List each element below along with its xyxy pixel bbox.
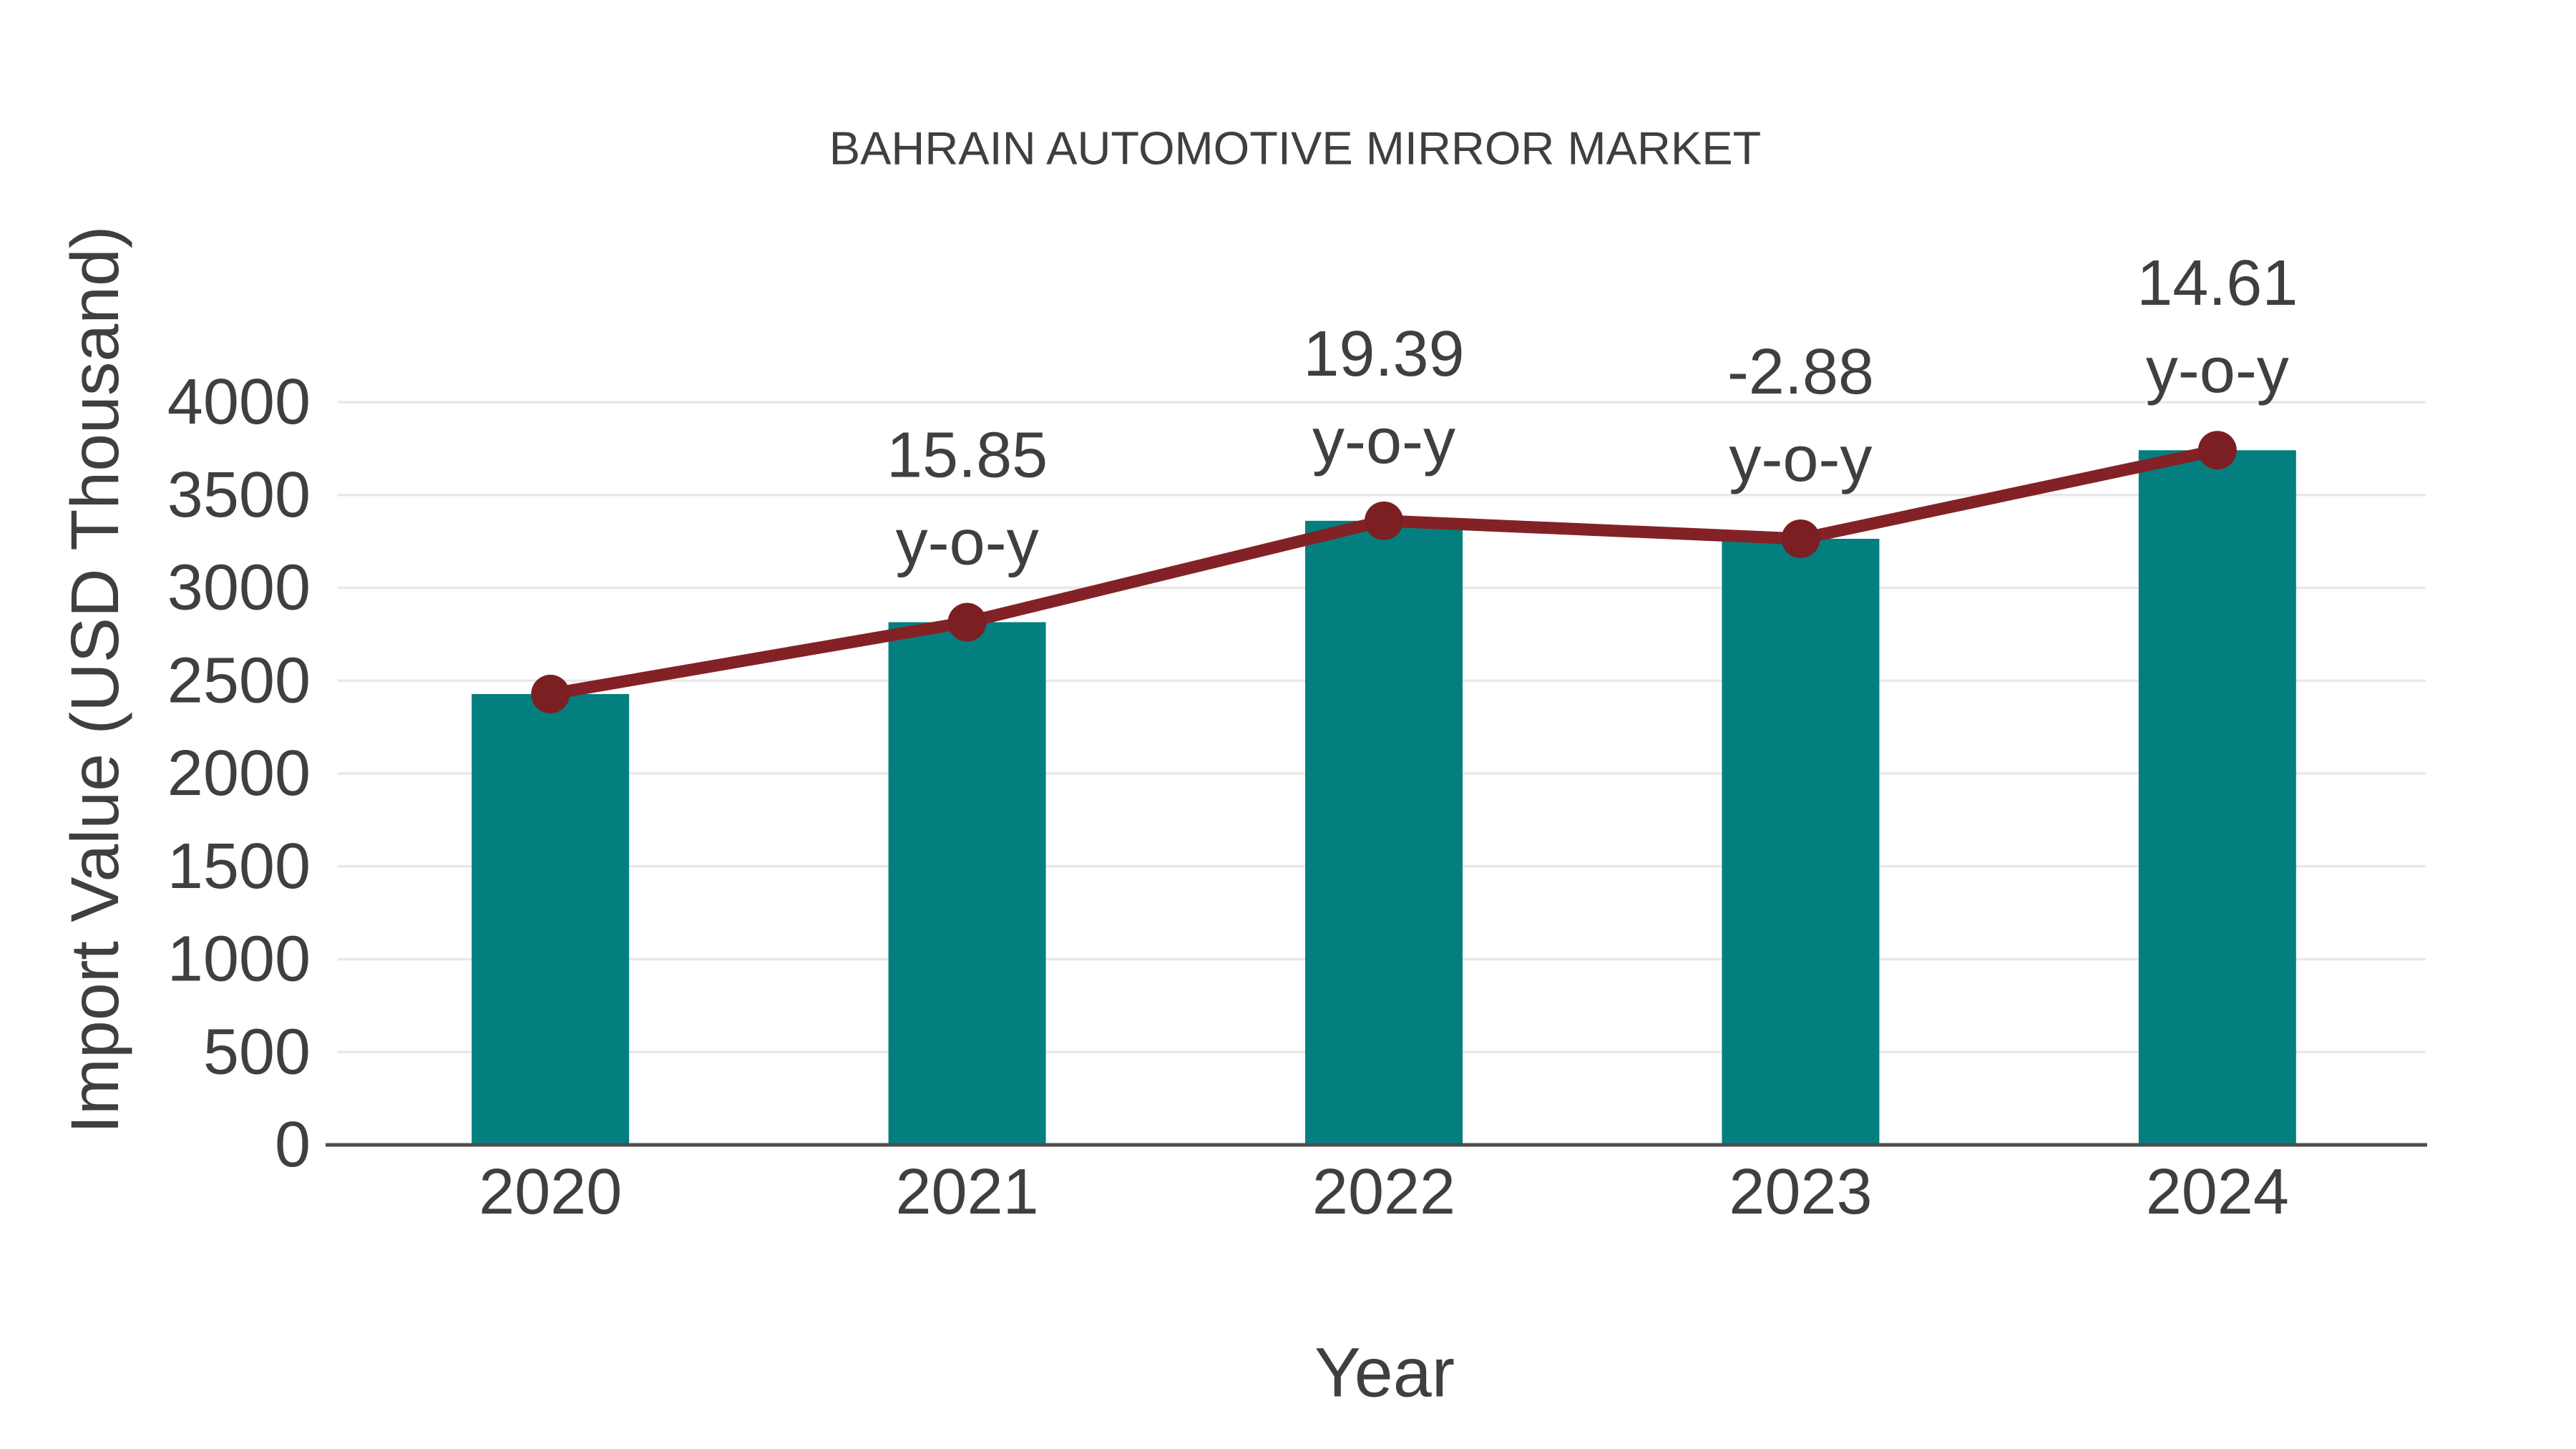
data-label-value-2024: 14.61 [2137,248,2298,319]
line-marker-2024 [2197,431,2237,470]
line-marker-2023 [1781,519,1820,558]
y-tick-500: 500 [203,1016,311,1088]
y-tick-2500: 2500 [167,645,311,716]
chart-title: BAHRAIN AUTOMOTIVE MIRROR MARKET [829,122,1762,175]
bar-2020 [472,693,630,1145]
y-tick-1000: 1000 [167,924,311,995]
line-markers [531,431,2237,713]
data-label-unit-2022: y-o-y [1312,406,1455,477]
x-axis-tick-labels: 2020 2021 2022 2023 2024 [479,1156,2289,1228]
line-marker-2020 [531,674,570,713]
bar-2024 [2138,450,2296,1145]
data-label-unit-2021: y-o-y [896,507,1039,579]
data-label-value-2023: -2.88 [1727,336,1874,408]
x-tick-2024: 2024 [2146,1156,2289,1228]
x-tick-2020: 2020 [479,1156,622,1228]
y-tick-1500: 1500 [167,831,311,902]
y-tick-4000: 4000 [167,366,311,438]
y-axis-title: Import Value (USD Thousand) [57,225,133,1133]
x-tick-2023: 2023 [1729,1156,1872,1228]
bar-2022 [1305,520,1463,1145]
bar-series [472,450,2296,1145]
y-tick-0: 0 [275,1109,311,1181]
x-tick-2021: 2021 [895,1156,1038,1228]
line-marker-2021 [947,602,987,642]
y-tick-3000: 3000 [167,552,311,624]
y-tick-3500: 3500 [167,459,311,531]
bar-2021 [888,622,1046,1145]
data-label-value-2021: 15.85 [887,420,1048,492]
bar-2023 [1722,538,1880,1145]
y-axis-tick-labels: 0 500 1000 1500 2000 2500 3000 3500 4000 [167,366,311,1181]
data-labels: 15.85 y-o-y 19.39 y-o-y -2.88 y-o-y 14.61 y-o-y [887,248,2298,578]
x-axis-title: Year [1314,1334,1455,1412]
x-tick-2022: 2022 [1312,1156,1455,1228]
y-tick-2000: 2000 [167,738,311,809]
line-marker-2022 [1365,501,1403,540]
data-label-unit-2023: y-o-y [1729,424,1872,495]
data-label-value-2022: 19.39 [1303,318,1464,390]
data-label-unit-2024: y-o-y [2146,335,2289,406]
